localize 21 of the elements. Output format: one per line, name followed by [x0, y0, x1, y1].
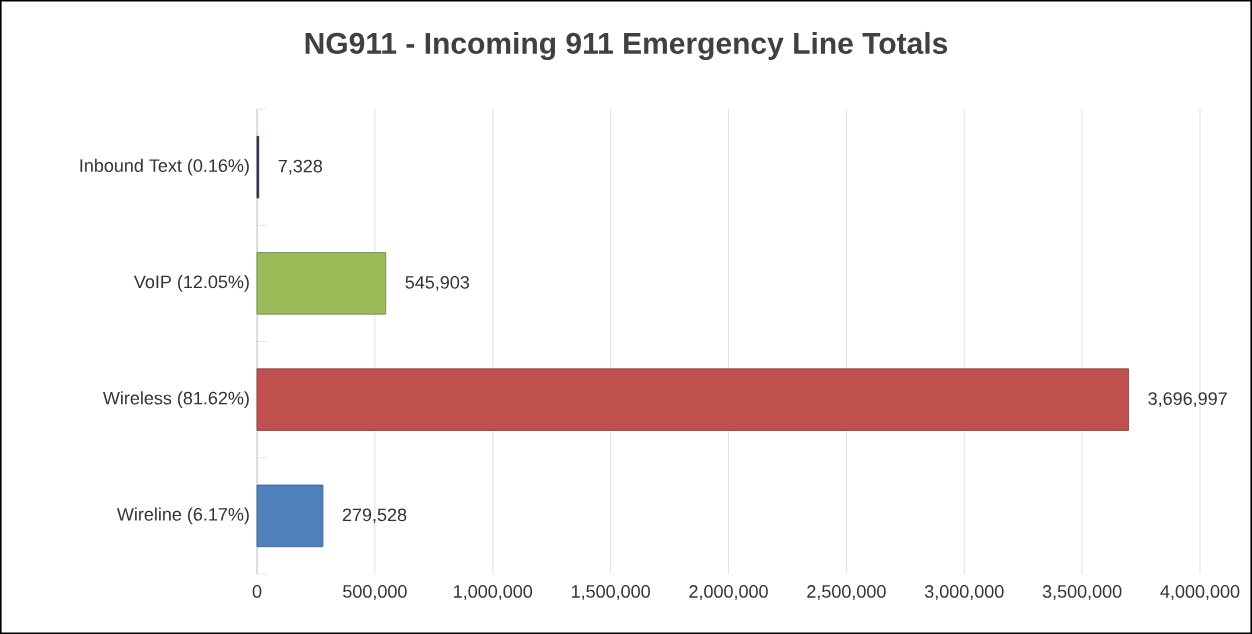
x-tick-label: 3,000,000 [924, 585, 1004, 600]
bar [256, 484, 324, 548]
y-tick-label: VoIP (12.05%) [133, 275, 249, 292]
bar [256, 252, 387, 315]
y-tick-label: Inbound Text (0.16%) [80, 158, 249, 176]
data-label: 279,528 [342, 508, 407, 524]
bar [256, 368, 1129, 431]
y-tick-label: Wireless (81.62%) [102, 391, 249, 409]
x-tick-label: 1,500,000 [571, 585, 650, 600]
x-tick-label: 3,500,000 [1042, 585, 1122, 600]
x-tick-label: 4,000,000 [1160, 585, 1240, 600]
x-tick-label: 1,000,000 [454, 585, 533, 600]
data-label: 545,903 [405, 275, 470, 291]
data-label: 3,696,997 [1148, 392, 1227, 408]
x-tick-label: 500,000 [343, 585, 407, 600]
chart-title: NG911 - Incoming 911 Emergency Line Totals [305, 31, 948, 61]
x-tick-label: 2,000,000 [689, 585, 768, 600]
x-tick-label: 0 [252, 585, 262, 598]
data-label: 7,328 [278, 159, 323, 175]
x-tick-label: 2,500,000 [807, 585, 886, 600]
y-tick-label: Wireline (6.17%) [117, 507, 249, 525]
